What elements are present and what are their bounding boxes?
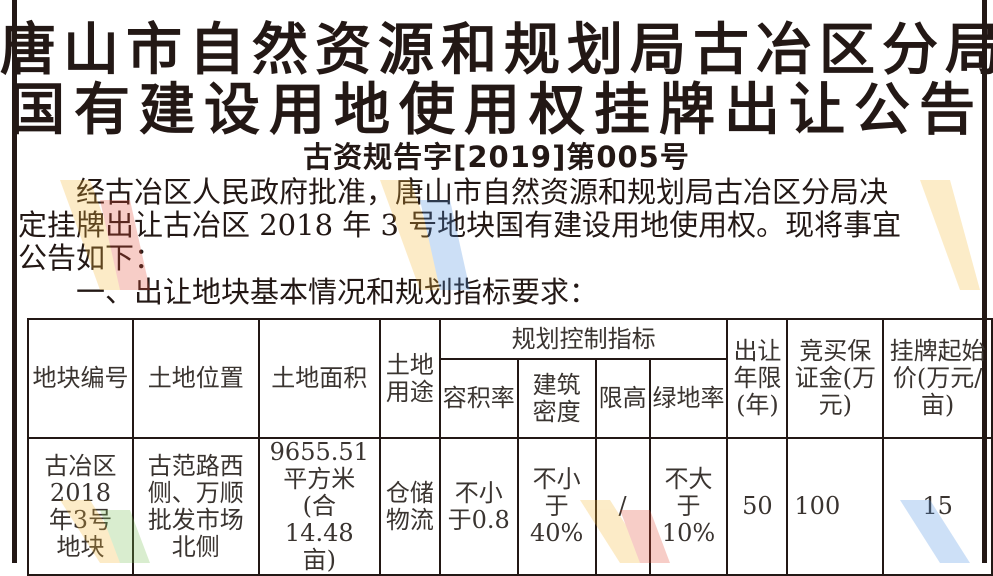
intro-line-3: 公告如下： <box>18 241 164 275</box>
title-line-2: 国有建设用地使用权挂牌出让公告 <box>9 78 984 143</box>
cell-location: 古范路西侧、万顺批发市场北侧 <box>131 437 260 576</box>
header-green-ratio: 绿地率 <box>648 358 729 439</box>
section-heading: 一、出让地块基本情况和规划指标要求： <box>18 275 599 309</box>
cell-parcel-no: 古冶区2018年3号地块 <box>27 437 134 576</box>
table-row: 古冶区2018年3号地块 古范路西侧、万顺批发市场北侧 9655.51平方米(合… <box>27 437 993 576</box>
header-density: 建筑密度 <box>516 358 597 439</box>
header-parcel-no: 地块编号 <box>27 318 134 439</box>
intro-line-2: 定挂牌出让古冶区 2018 年 3 号地块国有建设用地使用权。现将事宜 <box>18 208 902 242</box>
left-column-rule <box>12 0 17 563</box>
cell-green-ratio: 不大于10% <box>648 437 729 576</box>
cell-density: 不小于40% <box>516 437 597 576</box>
cell-area: 9655.51平方米(合14.48亩) <box>257 437 381 576</box>
cell-deposit: 100 <box>786 437 885 576</box>
intro-line-1: 经古冶区人民政府批准，唐山市自然资源和规划局古冶区分局决 <box>18 175 889 209</box>
cell-height-limit: / <box>594 437 651 576</box>
title-line-1: 唐山市自然资源和规划局古冶区分局 <box>0 18 993 83</box>
header-far: 容积率 <box>438 358 519 439</box>
cell-start-price: 15 <box>882 437 993 576</box>
header-term: 出让年限(年) <box>726 318 789 439</box>
header-use: 土地用途 <box>378 318 441 439</box>
cell-term: 50 <box>726 437 789 576</box>
right-column-rule <box>982 0 987 563</box>
intro-paragraph: 经古冶区人民政府批准，唐山市自然资源和规划局古冶区分局决 定挂牌出让古冶区 20… <box>18 176 976 275</box>
header-deposit: 竞买保证金(万元) <box>786 318 885 439</box>
header-height-limit: 限高 <box>594 358 651 439</box>
header-area: 土地面积 <box>257 318 381 439</box>
cell-use: 仓储物流 <box>378 437 441 576</box>
document-number: 古资规告字[2019]第005号 <box>303 140 690 174</box>
header-start-price: 挂牌起始价(万元/亩) <box>882 318 993 439</box>
cell-far: 不小于0.8 <box>438 437 519 576</box>
header-planning-group: 规划控制指标 <box>438 318 729 360</box>
parcel-table: 地块编号 土地位置 土地面积 土地用途 规划控制指标 出让年限(年) 竞买保证金… <box>27 318 993 576</box>
header-location: 土地位置 <box>131 318 260 439</box>
